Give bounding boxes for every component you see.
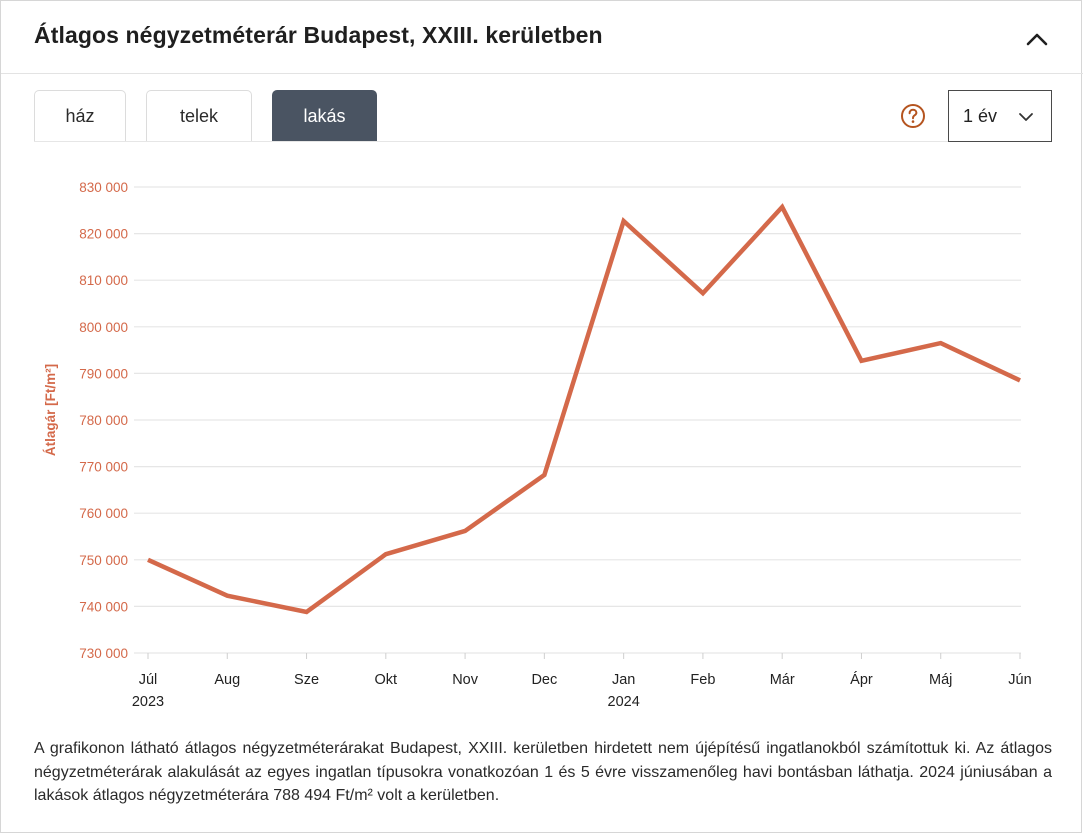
y-tick-label: 790 000 <box>79 366 128 381</box>
y-tick-label: 800 000 <box>79 320 128 335</box>
series-line-lakás <box>147 203 1021 615</box>
card-title: Átlagos négyzetméterár Budapest, XXIII. … <box>34 22 603 48</box>
y-tick-label: 750 000 <box>79 553 128 568</box>
y-tick-label: 820 000 <box>79 227 128 242</box>
y-tick-label: 760 000 <box>79 506 128 521</box>
tabs-baseline <box>34 141 1052 142</box>
x-tick-label: Feb <box>690 672 715 688</box>
y-tick-label: 810 000 <box>79 273 128 288</box>
y-tick-label: 730 000 <box>79 646 128 661</box>
chart-description: A grafikonon látható átlagos négyzetméte… <box>34 740 1052 804</box>
y-tick-label: 770 000 <box>79 460 128 475</box>
tab-haz[interactable]: ház <box>34 90 126 141</box>
x-tick-label: Jan <box>612 672 635 688</box>
x-tick-label: Júl <box>139 672 158 688</box>
x-year-label: 2024 <box>608 694 640 710</box>
x-tick-label: Ápr <box>850 671 873 688</box>
header-divider <box>1 73 1083 74</box>
tab-lakas[interactable]: lakás <box>272 90 377 141</box>
x-tick-label: Dec <box>531 672 557 688</box>
y-axis-label: Átlagár [Ft/m²] <box>43 364 58 456</box>
period-select[interactable]: 1 év <box>948 90 1052 142</box>
y-tick-label: 830 000 <box>79 180 128 195</box>
x-tick-label: Sze <box>294 672 319 688</box>
help-button[interactable] <box>900 103 926 129</box>
y-tick-label: 740 000 <box>79 599 128 614</box>
x-tick-label: Nov <box>452 672 479 688</box>
y-tick-label: 780 000 <box>79 413 128 428</box>
period-value: 1 év <box>963 106 998 126</box>
x-year-label: 2023 <box>132 694 164 710</box>
price-line-chart: 730 000 740 000 750 000 760 000 770 000 780 0… <box>43 180 1032 710</box>
chevron-down-icon <box>1019 113 1033 121</box>
x-tick-label: Aug <box>214 672 240 688</box>
question-circle-icon <box>901 104 925 128</box>
chevron-up-icon <box>1026 33 1048 46</box>
x-tick-label: Már <box>770 672 795 688</box>
x-tick-label: Máj <box>929 672 952 688</box>
x-tick-label: Okt <box>375 672 398 688</box>
collapse-button[interactable] <box>1019 21 1055 57</box>
x-tick-label: Jún <box>1008 672 1031 688</box>
tab-telek[interactable]: telek <box>146 90 252 141</box>
